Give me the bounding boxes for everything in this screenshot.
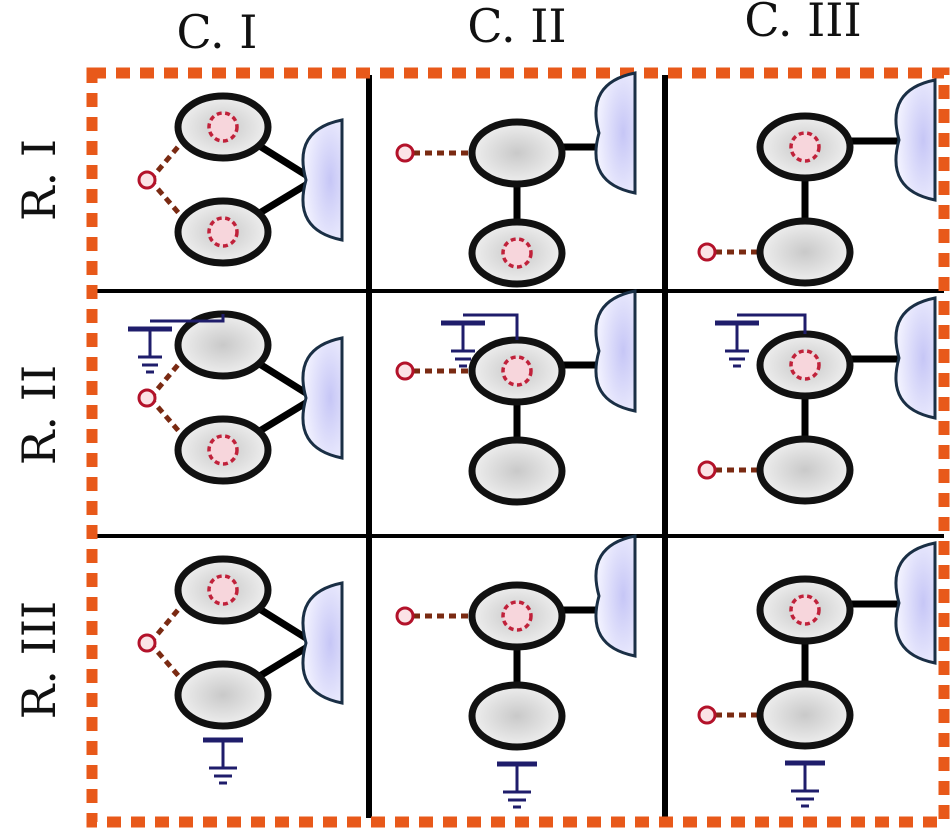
cell-r3-c1-dish [301,581,344,705]
cell-r3-c1-node-bottom [174,660,272,730]
cell-r3-c1-node-top-dot [207,574,239,606]
column-label-3: C. III [744,0,861,47]
cell-r1-c3-node-top-dot [789,131,821,163]
cell-r3-c1-link-bottom [148,641,185,683]
cell-r2-c3 [697,296,937,505]
row-label-2: R. II [12,365,66,465]
cell-r3-c2-node-bottom [468,681,566,751]
cell-r3-c2-port [395,606,415,626]
cell-r2-c1-dish [301,336,344,460]
cell-r2-c1-node-bottom-dot [207,434,239,466]
cell-r2-c2-dish [594,289,637,413]
cell-r3-c1 [137,555,344,785]
cell-r1-c2 [395,71,637,288]
cell-r1-c1-link-top [148,139,185,182]
cell-r2-c1-link-bottom [148,396,185,438]
cell-r1-c2-port [395,143,415,163]
cell-r3-c2-node-top-dot [501,600,533,632]
cell-r1-c2-dish [594,71,637,195]
cell-r2-c3-dish [894,296,937,420]
cell-r1-c2-node-bottom-dot [501,237,533,269]
cell-r1-c3-port [697,242,717,262]
cell-r3-c2-dish [594,534,637,658]
cell-r1-c1-dish [301,118,344,242]
dashed-border [86,67,950,828]
cell-r3-c1-link-top [148,602,185,645]
cell-r1-c1-node-top-dot [207,111,239,143]
cell-r1-c1-node-bottom-dot [207,216,239,248]
row-label-1: R. I [12,139,66,221]
cell-r2-c3-ground-wire [737,313,807,334]
cell-r3-c3-port [697,705,717,725]
cells-layer [128,71,937,809]
column-label-1: C. I [177,5,258,59]
cell-r3-c3-node-top-dot [789,594,821,626]
cell-r2-c2-ground-wire [463,313,519,340]
cell-r2-c2 [395,289,637,506]
cell-r3-c3-node-bottom [756,680,854,750]
cell-r2-c1-port [137,388,157,408]
grid-lines [88,75,944,818]
cell-r1-c1-link-bottom [148,178,185,220]
cell-r3-c3 [697,541,937,808]
cell-r3-c1-port [137,633,157,653]
cell-r1-c3-node-bottom [756,217,854,287]
row-label-3: R. III [12,601,66,719]
cell-r2-c3-port [697,460,717,480]
cell-r2-c3-node-bottom [756,435,854,505]
column-label-2: C. II [467,0,566,53]
cell-r2-c1 [128,310,344,485]
cell-r2-c2-port [395,361,415,381]
cell-r1-c3 [697,78,937,287]
cell-r2-c1-ground-wire [150,314,225,323]
cell-r1-c2-node-top [468,118,566,188]
cell-r2-c2-node-bottom [468,436,566,506]
cell-r3-c2 [395,534,637,809]
cell-r2-c3-node-top-dot [789,349,821,381]
cell-r2-c1-node-top [174,310,272,380]
cell-r2-c2-node-top-dot [501,355,533,387]
cell-r1-c1-port [137,170,157,190]
cell-r3-c3-dish [894,541,937,665]
cell-r1-c1 [137,92,344,267]
cell-r2-c1-link-top [148,357,185,400]
cell-r1-c3-dish [894,78,937,202]
